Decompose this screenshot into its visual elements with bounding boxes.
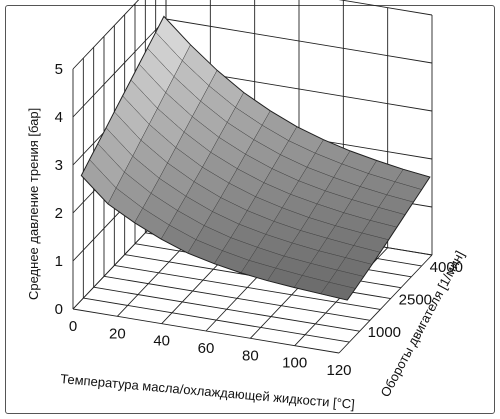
floor-grid-y: [83, 297, 350, 343]
z-tick-label: 0: [55, 301, 63, 318]
z-tick-label: 3: [55, 157, 63, 174]
y-tick-label: 2500: [399, 292, 432, 309]
x-tick-label: 60: [198, 340, 215, 357]
left-wall-grid-z: [72, 18, 167, 118]
z-tick-label: 1: [55, 253, 63, 270]
y-tick-label: 1000: [368, 324, 401, 341]
z-tick-label: 5: [55, 61, 63, 78]
floor-grid-y: [72, 308, 340, 354]
z-tick-label: 2: [55, 205, 63, 222]
x-tick-label: 20: [109, 325, 126, 342]
floor-grid-y: [93, 286, 360, 332]
x-tick-label: 80: [242, 347, 259, 364]
floor-grid-x: [338, 254, 433, 354]
x-tick-label: 120: [326, 362, 351, 379]
floor-grid-y: [114, 265, 381, 310]
y-tick-label: 4000: [430, 259, 463, 276]
x-tick-label: 40: [153, 333, 170, 350]
x-tick-label: 0: [69, 318, 77, 335]
surface-outline: [80, 15, 431, 301]
surface-mesh: [80, 15, 431, 301]
z-tick-label: 4: [55, 109, 63, 126]
tick-labels: 0 20 40 60 80 100 120 1000 2500 4000 0 1 2 3 4 5: [55, 61, 463, 379]
left-wall-grid-z: [72, 0, 140, 70]
x-tick-label: 100: [282, 355, 307, 372]
floor-grid-y: [103, 275, 371, 321]
x-axis-label: Температура масла/охлаждающей жидкости […: [60, 371, 356, 412]
z-axis-label: Среднее давление трения [бар]: [26, 108, 41, 300]
surface-edges: [80, 15, 431, 301]
